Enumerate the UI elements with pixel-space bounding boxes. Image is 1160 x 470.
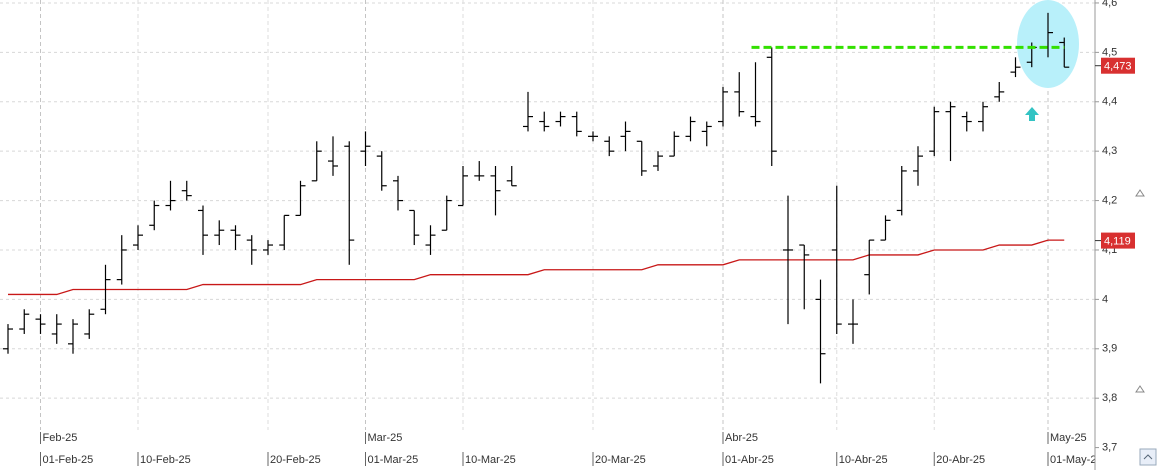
month-label: May-25	[1050, 432, 1087, 444]
x-tick-label: 20-Feb-25	[270, 454, 321, 466]
price-box	[1101, 232, 1135, 249]
x-axis-strip	[0, 430, 1095, 470]
x-tick-label: 01-Abr-25	[725, 454, 774, 466]
price-box	[1101, 57, 1135, 74]
plot-area	[0, 0, 1095, 430]
x-tick-label: 01-Mar-25	[368, 454, 419, 466]
month-label: Feb-25	[43, 432, 78, 444]
x-tick-label: 10-Mar-25	[465, 454, 516, 466]
y-tick-label: 4,4	[1102, 96, 1117, 108]
y-tick-label: 4,6	[1102, 0, 1117, 9]
x-tick-label: 10-Feb-25	[140, 454, 191, 466]
price-label: 4,473	[1104, 61, 1132, 73]
price-label: 4,119	[1104, 235, 1131, 247]
grid	[0, 0, 1095, 430]
x-tick-label: 10-Abr-25	[839, 454, 888, 466]
y-tick-label: 4,5	[1102, 46, 1117, 58]
y-tick-label: 3,7	[1102, 441, 1117, 453]
y-tick-label: 3,9	[1102, 343, 1117, 355]
x-tick-label: 01-Feb-25	[43, 454, 94, 466]
x-tick-label: 01-May-25	[1050, 454, 1103, 466]
month-label: Abr-25	[725, 432, 758, 444]
y-tick-label: 4,3	[1102, 145, 1117, 157]
x-axis: 01-Feb-25 10-Feb-25 20-Feb-25 01-Mar-25 10-M…	[40, 432, 1103, 466]
marks	[3, 12, 1070, 384]
y-tick-label: 3,8	[1102, 392, 1117, 404]
scroll-icon[interactable]	[1135, 189, 1145, 197]
x-tick-label: 20-Abr-25	[936, 454, 985, 466]
y-tick-label: 4,2	[1102, 194, 1117, 206]
month-label: Mar-25	[368, 432, 403, 444]
x-tick-label: 20-Mar-25	[595, 454, 646, 466]
corner-button[interactable]	[1139, 448, 1157, 466]
moving-average	[8, 239, 1065, 296]
y-tick-label: 4	[1102, 293, 1108, 305]
scroll-icon[interactable]	[1135, 385, 1145, 393]
up-arrow	[1025, 107, 1039, 121]
corner-icon	[1143, 454, 1153, 460]
